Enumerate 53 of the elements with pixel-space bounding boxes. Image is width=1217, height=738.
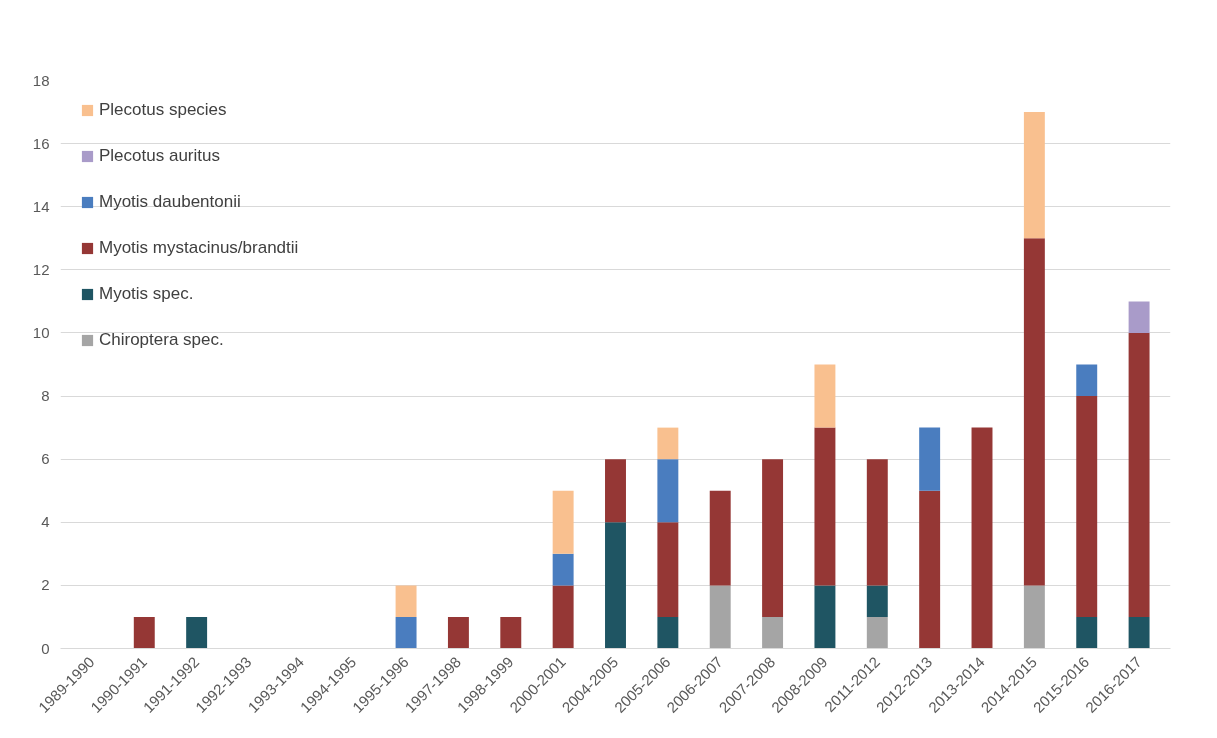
bar [500, 616, 522, 649]
bar [971, 427, 993, 649]
bar [1023, 238, 1045, 586]
bar [762, 616, 784, 649]
bar [709, 490, 731, 586]
y-tick-label: 6 [41, 450, 50, 468]
bar [605, 522, 626, 649]
bar [552, 553, 574, 586]
bar [866, 616, 888, 649]
legend-label: Plecotus species [99, 100, 227, 120]
y-tick-label: 12 [32, 260, 50, 278]
bar [657, 459, 679, 523]
y-tick-label: 16 [32, 134, 50, 152]
bar [762, 459, 784, 617]
bar [919, 490, 941, 649]
bar [552, 490, 574, 554]
legend-label: Myotis daubentonii [99, 192, 241, 212]
bar [1128, 332, 1150, 617]
y-tick-label: 0 [41, 639, 50, 657]
bar [1076, 616, 1098, 649]
y-tick-label: 8 [41, 387, 50, 405]
bar [395, 585, 417, 617]
bar [133, 616, 155, 649]
legend-label: Myotis spec. [99, 284, 194, 304]
y-tick-label: 2 [41, 576, 50, 594]
bar [1128, 301, 1150, 333]
legend-label: Plecotus auritus [99, 146, 220, 166]
y-tick-label: 4 [41, 513, 50, 531]
bar [866, 459, 888, 586]
bar [1023, 585, 1045, 649]
legend-label: Chiroptera spec. [99, 330, 224, 350]
bar [395, 616, 417, 649]
bar [552, 585, 574, 649]
legend-label: Myotis mystacinus/brandtii [99, 238, 299, 258]
bar [605, 459, 626, 523]
bar [1128, 616, 1150, 649]
bar [1076, 396, 1098, 617]
bar [657, 522, 679, 617]
bar [1023, 112, 1045, 239]
bar [709, 585, 731, 649]
bar [1076, 364, 1098, 397]
bar [866, 585, 888, 617]
bar [657, 427, 679, 460]
y-tick-label: 10 [32, 323, 50, 341]
bar [919, 427, 941, 491]
bar [814, 427, 836, 586]
y-tick-label: 18 [32, 71, 50, 89]
bar [186, 616, 208, 649]
bar [657, 616, 679, 649]
bar [447, 616, 469, 649]
y-tick-label: 14 [32, 197, 50, 215]
bar [814, 585, 836, 649]
bar [814, 364, 836, 428]
